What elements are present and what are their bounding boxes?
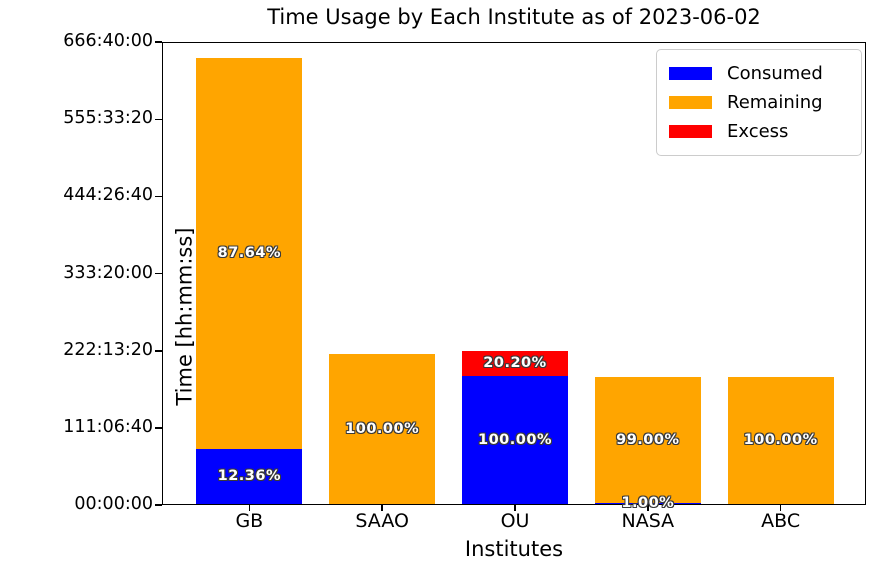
chart-title: Time Usage by Each Institute as of 2023-… xyxy=(267,5,761,29)
bar-nasa: 1.00% 99.00% xyxy=(594,43,701,510)
legend-label-consumed: Consumed xyxy=(727,62,823,84)
y-tick-444:26:40 xyxy=(155,195,162,198)
x-tick-label-ou: OU xyxy=(500,510,530,532)
y-tick-111:06:40 xyxy=(155,427,162,429)
bar-segment-ou-consumed: 100.00% xyxy=(461,376,569,504)
bar-label-nasa-consumed: 1.00% xyxy=(621,495,675,512)
legend: Consumed Remaining Excess xyxy=(656,49,862,156)
x-tick-saao xyxy=(381,504,383,511)
x-tick-label-abc: ABC xyxy=(761,510,801,532)
x-tick-label-nasa: NASA xyxy=(621,510,675,532)
x-tick-nasa xyxy=(647,504,649,511)
bar-segment-gb-consumed: 12.36% xyxy=(196,449,303,504)
bar-segment-ou-excess: 20.20% xyxy=(461,350,569,377)
bar-segment-nasa-consumed: 1.00% xyxy=(594,496,701,510)
y-tick-label-333:20:00: 333:20:00 xyxy=(63,262,153,283)
bar-label-ou-excess: 20.20% xyxy=(483,355,547,372)
x-tick-label-gb: GB xyxy=(235,510,264,532)
bar-saao: 100.00% xyxy=(329,43,436,504)
bar-label-gb-consumed: 12.36% xyxy=(217,468,282,485)
x-tick-gb xyxy=(248,504,251,511)
bar-label-gb-remaining: 87.64% xyxy=(217,245,282,262)
y-tick-label-666:40:00: 666:40:00 xyxy=(63,31,153,51)
legend-label-excess: Excess xyxy=(727,120,789,142)
x-axis-label: Institutes xyxy=(464,537,564,561)
legend-swatch-consumed xyxy=(669,67,712,80)
legend-swatch-remaining xyxy=(669,96,712,109)
y-tick-555:33:20 xyxy=(155,118,162,121)
y-tick-label-111:06:40: 111:06:40 xyxy=(63,416,153,437)
y-tick-label-555:33:20: 555:33:20 xyxy=(63,108,153,129)
y-tick-label-222:13:20: 222:13:20 xyxy=(63,339,153,360)
y-tick-label-444:26:40: 444:26:40 xyxy=(63,185,153,206)
bar-label-nasa-remaining: 99.00% xyxy=(616,431,680,448)
x-tick-abc xyxy=(779,504,782,511)
y-tick-222:13:20 xyxy=(155,350,162,352)
legend-label-remaining: Remaining xyxy=(727,91,823,113)
y-tick-00:00:00 xyxy=(155,504,162,506)
legend-item-remaining: Remaining xyxy=(669,88,849,117)
legend-item-consumed: Consumed xyxy=(669,59,849,88)
bar-label-ou-consumed: 100.00% xyxy=(477,431,552,448)
y-tick-333:20:00 xyxy=(155,272,162,275)
bar-ou: 100.00% 20.20% xyxy=(461,43,569,504)
bar-segment-gb-remaining: 87.64% xyxy=(196,58,303,450)
y-tick-666:40:00 xyxy=(155,41,162,43)
x-tick-ou xyxy=(514,504,516,511)
bar-segment-saao-remaining: 100.00% xyxy=(329,354,436,504)
legend-swatch-excess xyxy=(669,125,712,138)
y-tick-label-00:00:00: 00:00:00 xyxy=(74,494,153,514)
bar-label-abc-remaining: 100.00% xyxy=(743,432,818,449)
bar-abc: 100.00% xyxy=(727,43,834,504)
bar-segment-abc-remaining: 100.00% xyxy=(727,377,834,504)
bar-gb: 12.36% 87.64% xyxy=(196,43,303,504)
legend-item-excess: Excess xyxy=(669,117,849,146)
bar-segment-nasa-remaining: 99.00% xyxy=(594,377,701,503)
bar-label-saao-remaining: 100.00% xyxy=(345,420,420,437)
x-tick-label-saao: SAAO xyxy=(355,510,409,532)
